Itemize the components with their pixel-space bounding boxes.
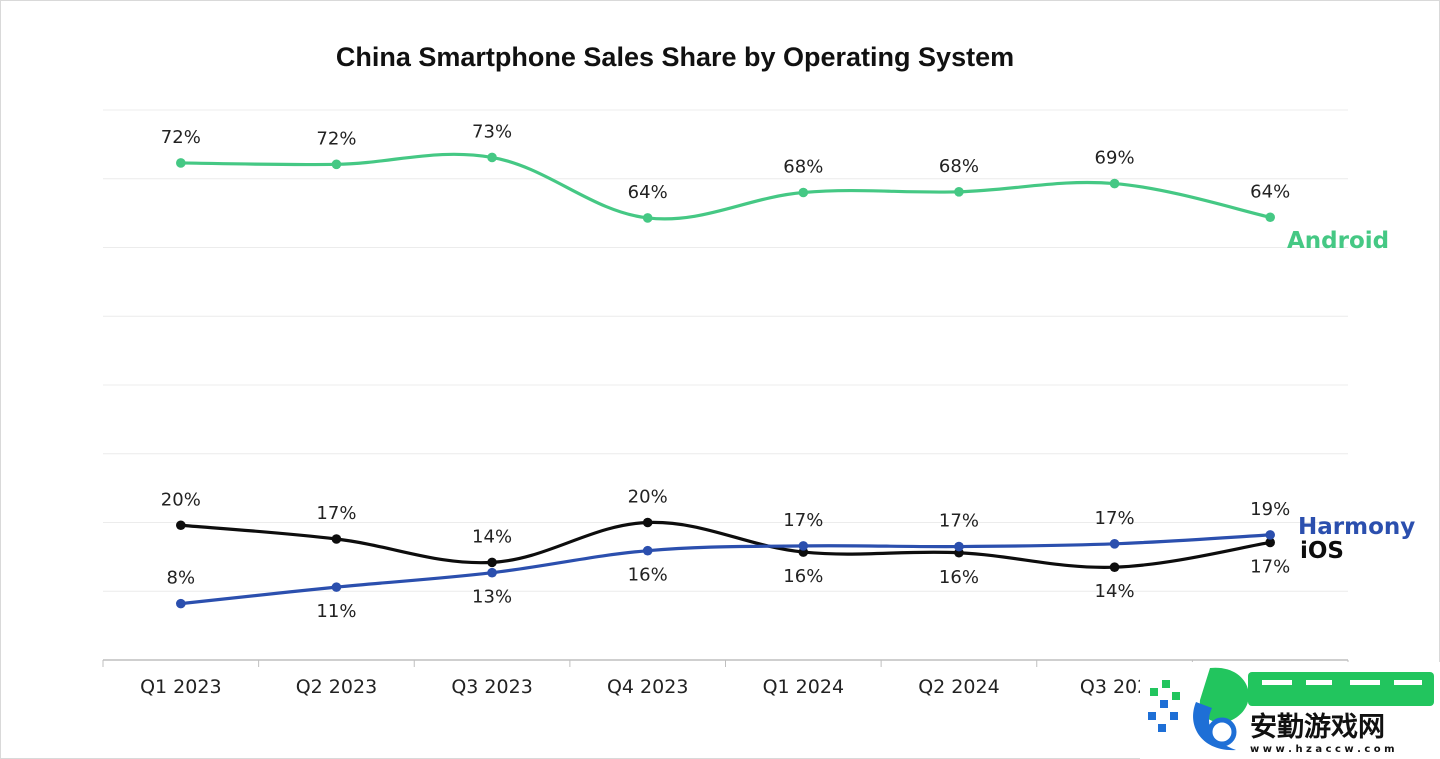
harmony-point — [1109, 539, 1120, 549]
harmony-data-label: 17% — [783, 510, 823, 531]
ios-point — [642, 517, 653, 528]
android-point — [1265, 212, 1275, 223]
watermark-url: w w w . h z a c c w . c o m — [1250, 744, 1395, 755]
harmony-point — [331, 582, 342, 592]
harmony-point — [1265, 530, 1275, 540]
harmony-point — [954, 541, 964, 552]
harmony-data-label: 11% — [316, 601, 356, 622]
watermark-logo: 安勤游戏网 w w w . h z a c c w . c o m — [1140, 662, 1440, 759]
android-data-label: 73% — [472, 121, 512, 142]
harmony-point — [487, 567, 497, 578]
x-tick-label: Q2 2023 — [296, 676, 377, 698]
android-data-label: 69% — [1095, 148, 1135, 169]
android-data-label: 64% — [628, 182, 668, 203]
android-data-label: 68% — [783, 157, 823, 178]
ios-point — [487, 557, 497, 568]
harmony-data-label: 19% — [1250, 499, 1290, 520]
x-axis: Q1 2023 Q2 2023 Q3 2023 Q4 2023 Q1 2024 Q2 20… — [102, 659, 1349, 698]
android-point — [1109, 178, 1120, 189]
android-point — [331, 159, 342, 170]
ios-point — [331, 534, 342, 544]
ios-point — [1109, 562, 1120, 572]
harmony-point — [642, 545, 653, 556]
android-point — [176, 158, 186, 168]
x-tick-label: Q3 202 — [1080, 676, 1149, 698]
watermark-green-banner — [1248, 672, 1434, 706]
ios-line — [179, 520, 1272, 569]
ios-point — [1265, 537, 1275, 548]
x-tick-label: Q2 2024 — [918, 676, 999, 698]
ios-series-label: iOS — [1300, 538, 1344, 564]
gridlines — [103, 109, 1348, 592]
harmony-data-label: 17% — [1095, 508, 1135, 529]
series-lines — [176, 152, 1275, 609]
harmony-data-label: 16% — [628, 565, 668, 586]
ios-data-label: 20% — [628, 487, 668, 508]
watermark-emblem-icon — [1148, 667, 1249, 751]
ios-data-label: 16% — [939, 567, 979, 588]
android-point — [642, 213, 653, 223]
android-point — [954, 187, 964, 197]
ios-data-label: 14% — [472, 526, 512, 547]
x-tick-label: Q1 2023 — [140, 676, 221, 698]
android-data-label: 64% — [1250, 181, 1290, 202]
ios-data-label: 20% — [161, 489, 201, 510]
ios-data-label: 14% — [1095, 581, 1135, 602]
android-line — [179, 152, 1272, 221]
ios-data-label: 17% — [1250, 556, 1290, 577]
android-point — [798, 187, 809, 198]
x-tick-label: Q4 2023 — [607, 676, 688, 698]
android-data-label: 72% — [161, 127, 201, 148]
harmony-series-label: Harmony — [1298, 514, 1415, 540]
ios-data-label: 17% — [316, 503, 356, 524]
android-point — [487, 152, 497, 163]
chart-title: China Smartphone Sales Share by Operatin… — [336, 42, 1014, 72]
ios-point — [176, 520, 186, 531]
watermark-site-name: 安勤游戏网 — [1250, 712, 1385, 743]
data-labels: 72% 72% 73% 64% 68% 68% 69% 64% Android 20% 17% 14%… — [161, 121, 1415, 622]
android-data-label: 72% — [316, 128, 356, 149]
x-tick-label: Q3 2023 — [451, 676, 532, 698]
android-data-label: 68% — [939, 156, 979, 177]
harmony-data-label: 13% — [472, 587, 512, 608]
harmony-data-label: 17% — [939, 511, 979, 532]
x-tick-label: Q1 2024 — [763, 676, 844, 698]
harmony-data-label: 8% — [167, 568, 196, 589]
harmony-point — [176, 598, 186, 609]
ios-data-label: 16% — [783, 566, 823, 587]
android-series-label: Android — [1287, 228, 1389, 254]
harmony-point — [798, 541, 809, 551]
harmony-line — [179, 533, 1272, 606]
